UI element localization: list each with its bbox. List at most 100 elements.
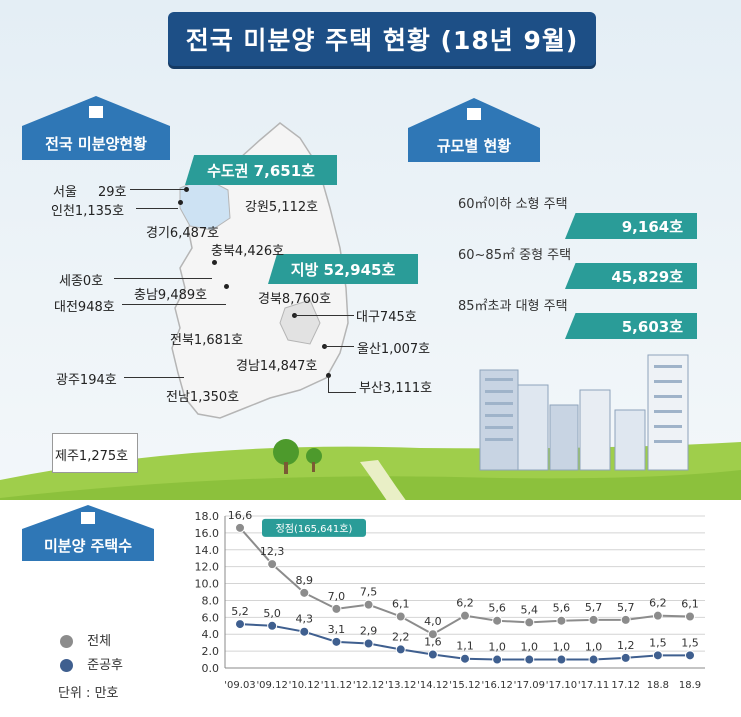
- region-seoul-value: 29호: [98, 185, 127, 200]
- data-point: [652, 650, 663, 661]
- unsold-housing-line-chart: 0.0 2.0 4.0 6.0 8.0 10.0 12.0 14.0 16.0 18.0 '09.0…: [195, 509, 705, 691]
- data-point: [363, 599, 374, 610]
- data-point: [492, 654, 503, 665]
- data-point: [588, 614, 599, 625]
- size-medium-label: 60~85㎡ 중형 주택: [458, 248, 572, 263]
- apartment-buildings-illustration: [479, 354, 689, 471]
- data-label: 1,6: [424, 635, 442, 648]
- region-daegu: 대구745호: [356, 310, 417, 325]
- size-large-value: 5,603호: [565, 313, 697, 339]
- size-section-label: 규모별 현황: [408, 128, 540, 162]
- legend-total: 전체: [60, 630, 111, 649]
- data-label: 1,0: [521, 641, 539, 654]
- count-section-label: 미분양 주택수: [22, 529, 154, 561]
- data-point: [652, 610, 663, 621]
- data-label: 1,0: [553, 641, 571, 654]
- data-point: [556, 654, 567, 665]
- data-label: 8,9: [296, 574, 314, 587]
- data-point: [492, 615, 503, 626]
- y-tick-label: 12.0: [195, 561, 220, 574]
- window-icon: [89, 106, 103, 118]
- data-label: 7,0: [328, 590, 346, 603]
- region-jeju: 제주1,275호: [55, 449, 129, 464]
- capital-region-banner: 수도권 7,651호: [185, 155, 337, 185]
- national-section-label: 전국 미분양현황: [22, 126, 170, 160]
- x-tick-label: '17.09: [514, 680, 545, 691]
- window-icon: [467, 108, 481, 120]
- region-incheon: 인천1,135호: [51, 204, 125, 219]
- data-label: 1,5: [649, 636, 667, 649]
- y-tick-label: 16.0: [195, 527, 220, 540]
- data-point: [524, 654, 535, 665]
- region-chungbuk: 충북4,426호: [211, 244, 285, 259]
- data-point: [524, 617, 535, 628]
- national-section-header: 전국 미분양현황: [22, 96, 170, 160]
- region-gwangju: 광주194호: [56, 373, 117, 388]
- data-point: [685, 650, 695, 661]
- region-chungnam: 충남9,489호: [134, 288, 208, 303]
- data-label: 5,6: [488, 602, 506, 615]
- region-sejong: 세종0호: [59, 274, 104, 289]
- data-label: 1,2: [617, 639, 635, 652]
- data-point: [620, 652, 631, 663]
- data-label: 6,1: [681, 597, 699, 610]
- size-section-header: 규모별 현황: [408, 98, 540, 162]
- window-icon: [81, 512, 95, 524]
- size-medium-value: 45,829호: [565, 263, 697, 289]
- x-tick-label: '09.12: [256, 680, 287, 691]
- legend-completed: 준공후: [60, 654, 123, 673]
- legend-total-label: 전체: [87, 634, 112, 649]
- size-small-label: 60㎡이하 소형 주택: [458, 197, 568, 212]
- region-ulsan: 울산1,007호: [357, 342, 431, 357]
- data-label: 5,0: [263, 607, 281, 620]
- x-tick-label: '15.12: [449, 680, 480, 691]
- x-tick-label: '10.12: [289, 680, 320, 691]
- trees-illustration: [273, 439, 322, 474]
- data-label: 1,0: [488, 641, 506, 654]
- data-label: 7,5: [360, 586, 378, 599]
- data-label: 2,9: [360, 625, 378, 638]
- x-tick-label: 18.9: [679, 680, 701, 691]
- x-tick-label: 18.8: [647, 680, 669, 691]
- x-tick-label: '17.11: [578, 680, 609, 691]
- data-point: [427, 629, 438, 640]
- data-point: [685, 611, 695, 622]
- region-seoul: 서울: [53, 185, 77, 200]
- data-label: 5,4: [521, 603, 539, 616]
- region-gyeonggi: 경기6,487호: [146, 226, 220, 241]
- legend-completed-label: 준공후: [87, 658, 124, 673]
- data-point: [267, 559, 278, 570]
- region-gyeongbuk: 경북8,760호: [258, 292, 332, 307]
- legend-completed-marker: [60, 659, 73, 672]
- peak-callout-box: [262, 518, 366, 537]
- region-busan: 부산3,111호: [359, 381, 433, 396]
- peak-callout-label: 정점(165,641호): [276, 523, 353, 535]
- data-label: 1,0: [585, 641, 603, 654]
- data-point: [620, 614, 631, 625]
- data-label: 6,2: [456, 597, 474, 610]
- region-jeonnam: 전남1,350호: [166, 390, 240, 405]
- data-point: [235, 619, 245, 630]
- data-label: 1,1: [456, 640, 474, 653]
- data-label: 5,7: [585, 601, 603, 614]
- data-point: [588, 654, 599, 665]
- data-label: 6,1: [392, 597, 410, 610]
- data-label: 1,5: [681, 636, 699, 649]
- data-label: 12,3: [260, 545, 285, 558]
- data-point: [299, 626, 310, 637]
- data-point: [331, 636, 342, 647]
- y-tick-label: 2.0: [202, 645, 220, 658]
- data-point: [235, 522, 245, 533]
- data-label: 5,6: [553, 602, 571, 615]
- y-tick-label: 18.0: [195, 510, 220, 523]
- data-point: [267, 620, 278, 631]
- data-point: [395, 644, 406, 655]
- data-point: [331, 603, 342, 614]
- size-large-label: 85㎡초과 대형 주택: [458, 299, 568, 314]
- unit-label: 단위 : 만호: [58, 686, 119, 701]
- data-label: 2,2: [392, 630, 410, 643]
- x-tick-label: '16.12: [481, 680, 512, 691]
- y-tick-label: 10.0: [195, 578, 220, 591]
- data-label: 4,3: [296, 613, 314, 626]
- data-label: 3,1: [328, 623, 346, 636]
